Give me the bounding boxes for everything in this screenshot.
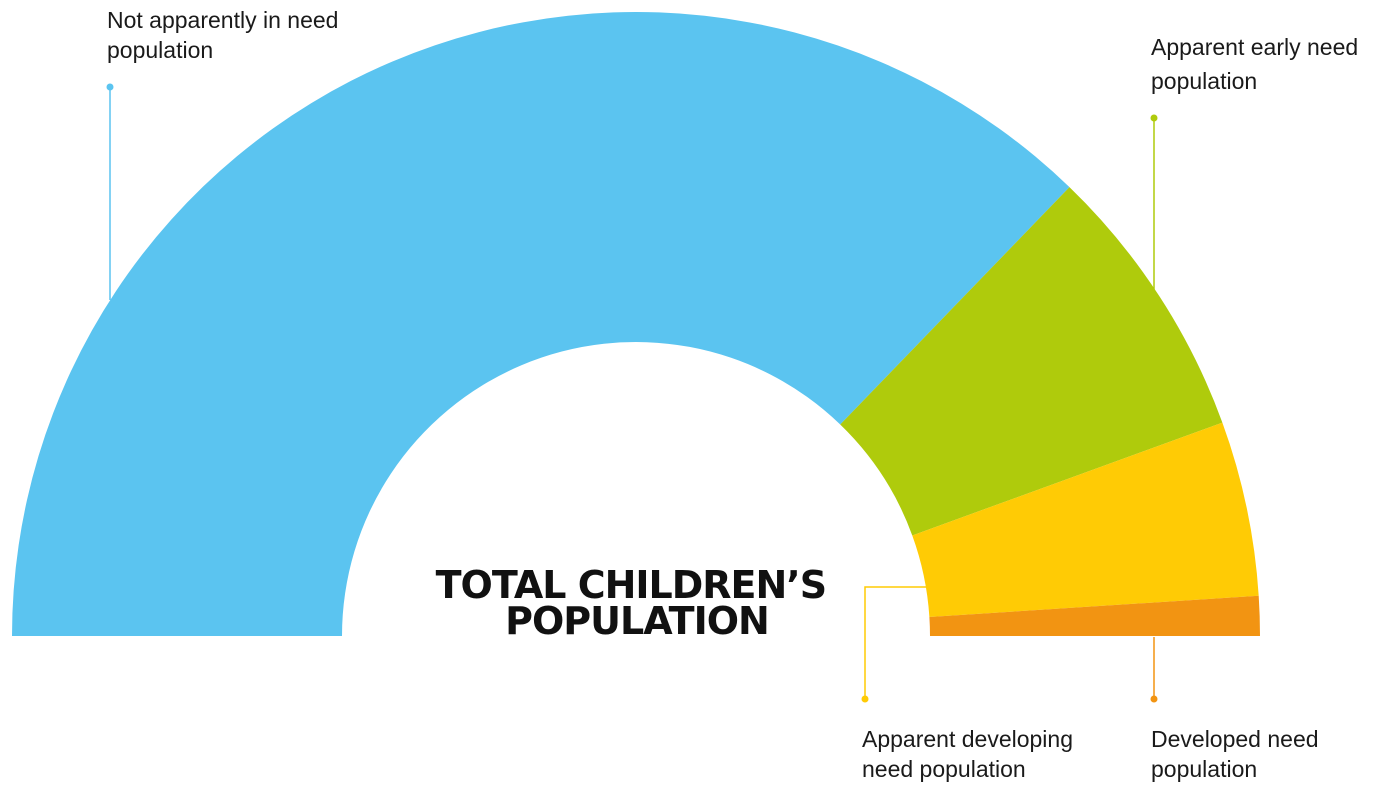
leader-apparent-developing-need [861,586,928,703]
segment-not-apparently-in-need [12,11,1070,636]
leader-not-apparently-in-need [106,83,114,300]
label-apparent-developing-need: Apparent developing need population [862,726,1079,782]
segment-developed-need [929,595,1260,636]
label-not-apparently-in-need: Not apparently in need population [107,7,345,63]
center-title: TOTAL CHILDREN’S POPULATION [436,563,839,643]
leader-apparent-early-need [1150,114,1158,290]
leader-developed-need [1150,637,1158,703]
label-apparent-early-need: Apparent early need population [1151,34,1365,94]
segment-apparent-developing-need [912,422,1259,618]
segment-apparent-early-need [840,187,1223,536]
label-developed-need: Developed need population [1151,726,1325,782]
